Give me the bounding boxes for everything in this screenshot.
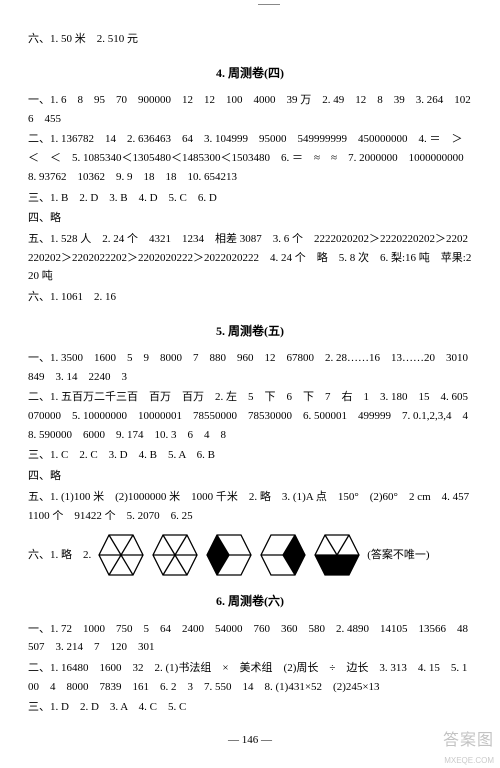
hexagon-shapes-row: 六、1. 略 2. (答案不唯一) [28,533,472,577]
sec5-l6-prefix: 六、1. 略 2. [28,546,91,565]
hexagon-3 [205,533,253,577]
page-number: — 146 — [28,731,472,750]
sec4-l2: 二、1. 136782 14 2. 636463 64 3. 104999 95… [28,130,472,186]
section-4-title: 4. 周测卷(四) [28,63,472,83]
sec5-l6-suffix: (答案不唯一) [367,546,429,565]
hexagon-1 [97,533,145,577]
top-mark [258,4,280,9]
sec4-l4: 四、略 [28,209,472,228]
sec4-l1: 一、1. 6 8 95 70 900000 12 12 100 4000 39 … [28,91,472,128]
sec4-l6: 六、1. 1061 2. 16 [28,288,472,307]
sec6-l3: 三、1. D 2. D 3. A 4. C 5. C [28,698,472,717]
sec4-l5: 五、1. 528 人 2. 24 个 4321 1234 相差 3087 3. … [28,230,472,286]
sec6-l2: 二、1. 16480 1600 32 2. (1)书法组 × 美术组 (2)周长… [28,659,472,696]
watermark-url: MXEQE.COM [444,754,494,768]
section-5-title: 5. 周测卷(五) [28,321,472,341]
watermark-text: 答案图 [443,727,494,754]
hexagon-5 [313,533,361,577]
sec5-l1: 一、1. 3500 1600 5 9 8000 7 880 960 12 678… [28,349,472,386]
hexagon-4 [259,533,307,577]
sec4-l3: 三、1. B 2. D 3. B 4. D 5. C 6. D [28,189,472,208]
section-6-title: 6. 周测卷(六) [28,591,472,611]
prelude-line: 六、1. 50 米 2. 510 元 [28,30,472,49]
sec5-l2: 二、1. 五百万二千三百 百万 百万 2. 左 5 下 6 下 7 右 1 3.… [28,388,472,444]
answer-page: { "prelude": { "l1": "六、1. 50 米 2. 510 元… [0,0,500,760]
sec6-l1: 一、1. 72 1000 750 5 64 2400 54000 760 360… [28,620,472,657]
hexagon-2 [151,533,199,577]
sec5-l3: 三、1. C 2. C 3. D 4. B 5. A 6. B [28,446,472,465]
sec5-l5: 五、1. (1)100 米 (2)1000000 米 1000 千米 2. 略 … [28,488,472,525]
sec5-l4: 四、略 [28,467,472,486]
